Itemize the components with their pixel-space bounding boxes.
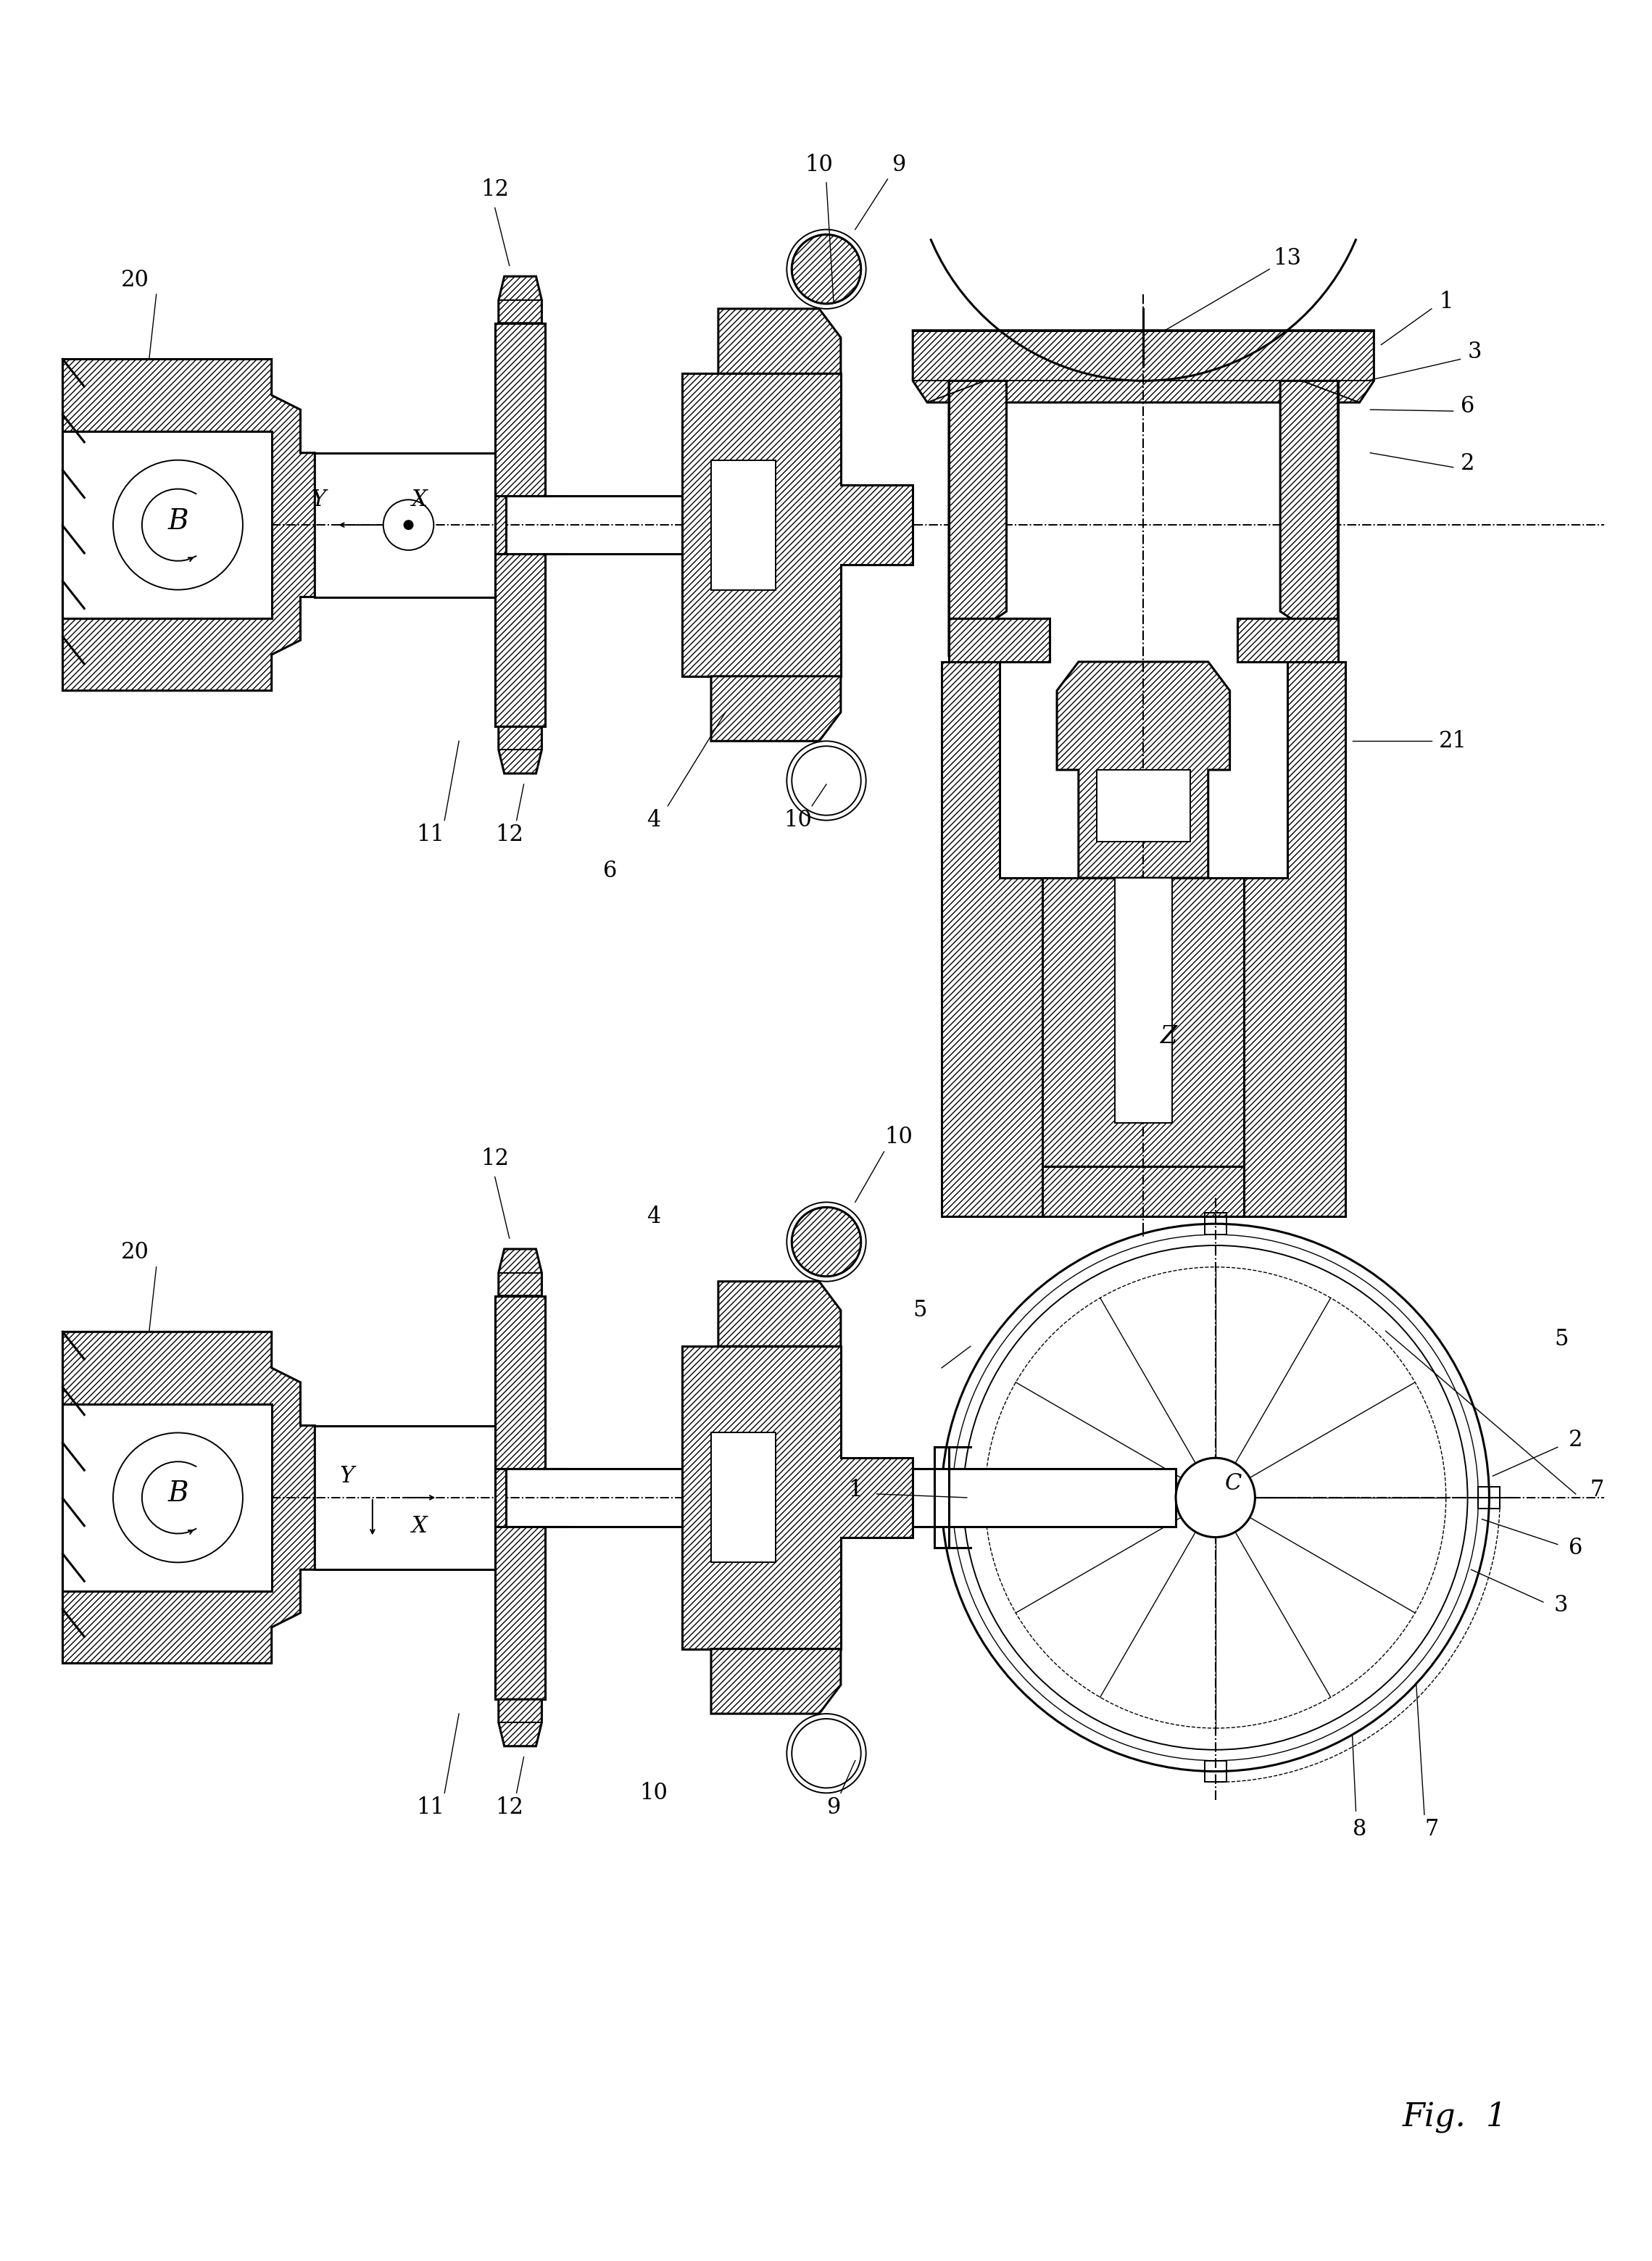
Polygon shape xyxy=(63,359,316,690)
Polygon shape xyxy=(719,1282,841,1345)
Text: Fig.  1: Fig. 1 xyxy=(1403,2100,1507,2132)
Text: B: B xyxy=(167,509,188,536)
Polygon shape xyxy=(710,676,841,742)
Polygon shape xyxy=(496,1296,545,1700)
Text: 20: 20 xyxy=(121,269,149,292)
Text: 2: 2 xyxy=(1460,452,1475,475)
Text: 11: 11 xyxy=(416,1795,444,1818)
Text: 12: 12 xyxy=(496,1795,524,1818)
Polygon shape xyxy=(914,330,1374,402)
Polygon shape xyxy=(1057,662,1229,877)
Text: 7: 7 xyxy=(1591,1479,1604,1501)
Polygon shape xyxy=(710,1648,841,1714)
Polygon shape xyxy=(1042,877,1244,1167)
Text: 10: 10 xyxy=(884,1126,912,1149)
Text: 21: 21 xyxy=(1439,730,1467,753)
Text: 9: 9 xyxy=(826,1795,841,1818)
Polygon shape xyxy=(942,662,1042,1216)
Circle shape xyxy=(791,235,861,303)
Text: 20: 20 xyxy=(121,1241,149,1264)
Polygon shape xyxy=(1280,380,1338,656)
Polygon shape xyxy=(499,726,542,773)
Text: 3: 3 xyxy=(1467,341,1482,364)
Polygon shape xyxy=(682,373,914,676)
Polygon shape xyxy=(719,310,841,373)
Circle shape xyxy=(1176,1458,1256,1537)
Polygon shape xyxy=(948,380,1006,656)
Polygon shape xyxy=(1097,771,1189,841)
Text: 13: 13 xyxy=(1274,246,1302,269)
Text: 12: 12 xyxy=(481,179,509,201)
Circle shape xyxy=(791,746,861,816)
Text: X: X xyxy=(411,1515,428,1537)
Text: 7: 7 xyxy=(1424,1818,1439,1840)
Text: 1: 1 xyxy=(847,1479,862,1501)
Text: 6: 6 xyxy=(1569,1537,1583,1560)
Text: C: C xyxy=(1224,1472,1242,1495)
Text: 6: 6 xyxy=(1460,396,1475,418)
Polygon shape xyxy=(948,620,1049,662)
Text: 5: 5 xyxy=(1555,1327,1568,1350)
Text: Z: Z xyxy=(1160,1024,1176,1049)
Text: 9: 9 xyxy=(892,154,905,176)
Text: 1: 1 xyxy=(1439,289,1454,312)
Text: 12: 12 xyxy=(496,823,524,846)
Text: 10: 10 xyxy=(783,809,811,832)
Text: 10: 10 xyxy=(805,154,833,176)
Bar xyxy=(1115,877,1173,1124)
Circle shape xyxy=(791,1718,861,1788)
Polygon shape xyxy=(63,1332,316,1664)
Polygon shape xyxy=(1237,620,1338,662)
Polygon shape xyxy=(499,1248,542,1296)
Text: 11: 11 xyxy=(416,823,444,846)
Circle shape xyxy=(383,500,434,549)
Polygon shape xyxy=(499,276,542,323)
Text: 3: 3 xyxy=(1555,1594,1568,1617)
Text: 10: 10 xyxy=(639,1782,667,1804)
Text: 6: 6 xyxy=(603,859,618,882)
Bar xyxy=(710,1433,776,1562)
Bar xyxy=(63,432,271,620)
Polygon shape xyxy=(496,323,545,726)
Text: B: B xyxy=(167,1481,188,1508)
Polygon shape xyxy=(1244,662,1345,1216)
Text: X: X xyxy=(411,488,428,511)
Text: 2: 2 xyxy=(1568,1429,1583,1452)
Bar xyxy=(914,1470,1176,1526)
Circle shape xyxy=(791,1207,861,1277)
Text: 12: 12 xyxy=(481,1149,509,1171)
Text: 4: 4 xyxy=(646,809,661,832)
Polygon shape xyxy=(993,1167,1295,1216)
Text: 8: 8 xyxy=(1353,1818,1366,1840)
Polygon shape xyxy=(682,1345,914,1648)
Text: Y: Y xyxy=(311,488,325,511)
Text: 5: 5 xyxy=(914,1300,927,1320)
Circle shape xyxy=(403,520,413,529)
Bar xyxy=(63,1404,271,1592)
Polygon shape xyxy=(499,1700,542,1745)
Bar xyxy=(710,459,776,590)
Text: Y: Y xyxy=(340,1465,355,1488)
Text: 4: 4 xyxy=(646,1205,661,1228)
